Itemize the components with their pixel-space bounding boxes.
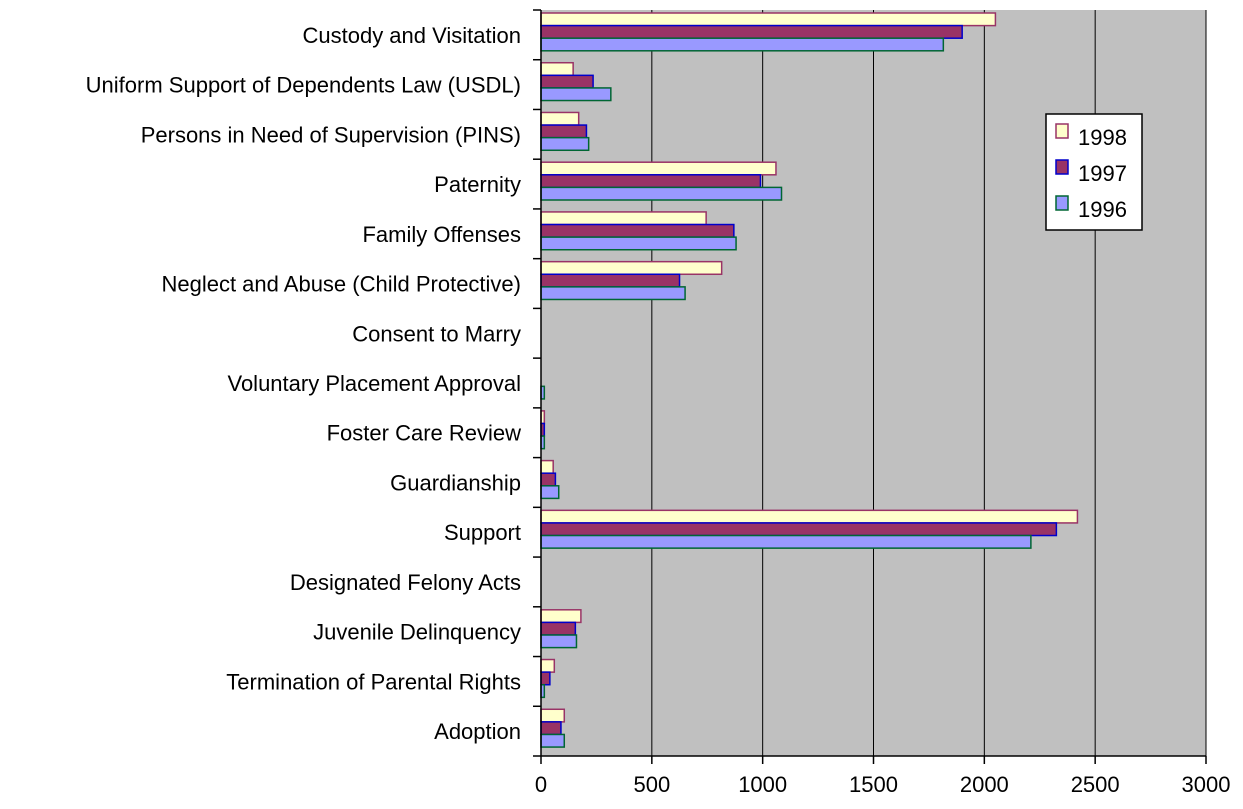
bar-1996: [540, 37, 945, 52]
bar-1996: [540, 534, 1032, 549]
x-tick-label: 500: [633, 772, 670, 797]
category-label: Termination of Parental Rights: [226, 669, 521, 694]
bar-1998: [540, 161, 777, 176]
category-label: Persons in Need of Supervision (PINS): [141, 122, 521, 147]
bar-1998: [540, 61, 574, 77]
bar-1998: [540, 260, 723, 276]
legend-label: 1996: [1078, 197, 1127, 222]
category-label: Neglect and Abuse (Child Protective): [161, 272, 521, 297]
bar-1998: [540, 459, 554, 474]
x-tick-labels: 0 500 1000 1500 2000 2500 3000: [535, 772, 1231, 797]
bar-1998: [540, 509, 1079, 524]
bar-1998: [540, 658, 556, 673]
bar-1997: [540, 24, 963, 39]
category-label: Designated Felony Acts: [290, 570, 521, 595]
bar-1997: [540, 174, 762, 189]
bar-1996: [540, 87, 612, 102]
bar-1996: [540, 136, 590, 152]
x-tick-label: 2500: [1071, 772, 1120, 797]
category-label: Voluntary Placement Approval: [227, 371, 521, 396]
bar-1996: [540, 236, 737, 251]
legend: 1998 1997 1996: [1045, 113, 1143, 231]
bar-1996: [540, 485, 560, 500]
bar-1997: [540, 621, 577, 636]
legend-label: 1998: [1078, 125, 1127, 150]
x-tick-label: 2000: [960, 772, 1009, 797]
category-label: Foster Care Review: [327, 421, 522, 446]
bar-1998: [540, 609, 582, 624]
category-label: Consent to Marry: [352, 321, 521, 346]
x-tick-label: 1500: [849, 772, 898, 797]
x-tick-label: 1000: [738, 772, 787, 797]
bar-1997: [540, 223, 735, 238]
bar-1997: [540, 273, 681, 288]
bar-1997: [540, 522, 1058, 537]
bar-1998: [540, 211, 707, 226]
bar-1998: [540, 708, 566, 723]
legend-swatch: [1055, 159, 1069, 175]
bar-1996: [540, 186, 783, 201]
bar-1996: [540, 733, 566, 748]
legend-label: 1997: [1078, 161, 1127, 186]
bar-1997: [540, 124, 588, 139]
bar-1996: [540, 286, 686, 301]
x-tick-label: 0: [535, 772, 547, 797]
bar-1998: [540, 12, 997, 27]
bar-1997: [540, 472, 557, 487]
bar-1996: [540, 634, 578, 649]
category-label: Juvenile Delinquency: [313, 620, 521, 645]
bar-1997: [540, 74, 594, 89]
category-label: Support: [444, 520, 521, 545]
category-label: Family Offenses: [362, 222, 521, 247]
x-tick-label: 3000: [1182, 772, 1231, 797]
category-labels: Custody and Visitation Uniform Support of…: [86, 23, 521, 744]
legend-swatch: [1055, 195, 1069, 211]
bar-1998: [540, 111, 580, 126]
category-label: Guardianship: [390, 470, 521, 495]
gridlines: [651, 10, 1207, 756]
category-label: Custody and Visitation: [302, 23, 521, 48]
bar-1997: [540, 721, 562, 736]
category-label: Paternity: [434, 172, 521, 197]
category-label: Adoption: [434, 719, 521, 744]
category-label: Uniform Support of Dependents Law (USDL): [86, 73, 521, 98]
legend-swatch: [1055, 123, 1069, 139]
bar-1997: [540, 671, 551, 686]
axis-ticks: [533, 9, 1207, 764]
